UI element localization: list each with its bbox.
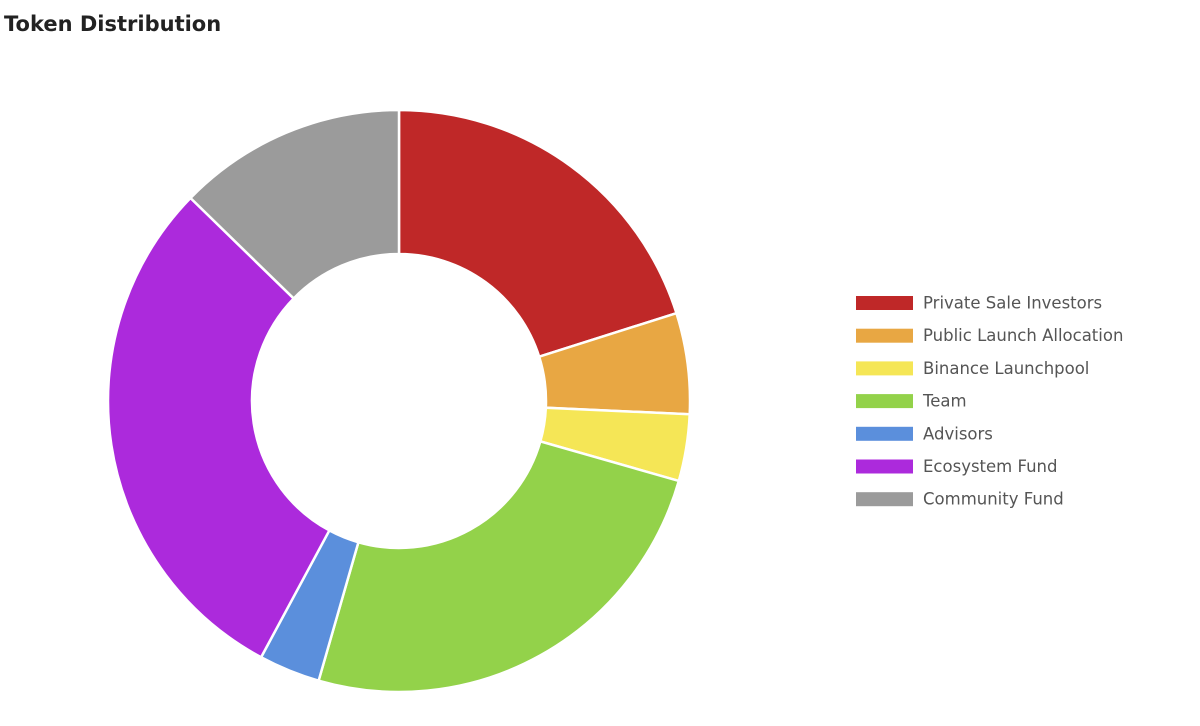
legend-label: Private Sale Investors xyxy=(923,294,1102,313)
legend-label: Ecosystem Fund xyxy=(923,457,1057,476)
legend-label: Community Fund xyxy=(923,490,1064,509)
legend-swatch xyxy=(856,394,913,409)
legend-label: Public Launch Allocation xyxy=(923,326,1123,345)
donut-slice xyxy=(188,108,401,301)
legend-swatch xyxy=(856,296,913,310)
chart-title: Token Distribution xyxy=(4,12,221,36)
legend-swatch xyxy=(856,459,913,474)
legend-swatch xyxy=(856,328,913,343)
legend-label: Team xyxy=(922,392,967,411)
donut-slice xyxy=(317,439,681,694)
legend-swatch xyxy=(856,492,913,507)
legend-label: Binance Launchpool xyxy=(923,359,1089,378)
legend-label: Advisors xyxy=(923,424,993,443)
legend-swatch xyxy=(856,426,913,441)
donut-slice xyxy=(106,196,332,659)
donut-slice xyxy=(397,108,678,359)
legend-swatch xyxy=(856,361,913,376)
